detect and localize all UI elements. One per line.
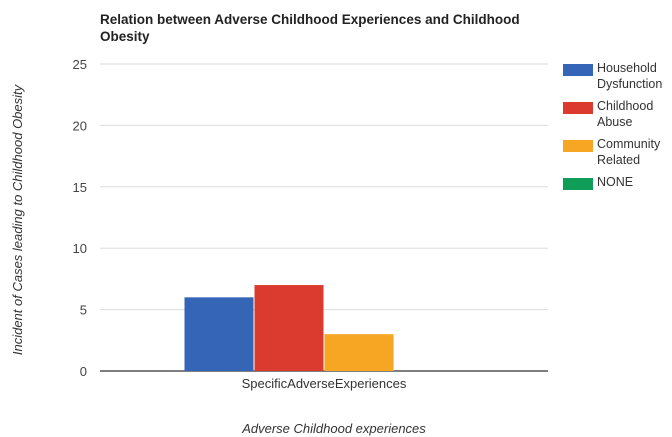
legend-item: Household Dysfunction bbox=[563, 60, 671, 92]
y-tick-label: 5 bbox=[80, 303, 87, 318]
chart-legend: Household Dysfunction Childhood Abuse Comm… bbox=[563, 60, 671, 196]
bar-household-dysfunction bbox=[184, 297, 254, 371]
chart-title: Relation between Adverse Childhood Exper… bbox=[100, 12, 520, 44]
y-axis-title: Incident of Cases leading to Childhood O… bbox=[10, 83, 25, 355]
legend-item: Childhood Abuse bbox=[563, 98, 671, 130]
legend-label: Community Related bbox=[597, 137, 661, 167]
y-tick-label: 10 bbox=[73, 241, 87, 256]
x-tick-label: SpecificAdverseExperiences bbox=[242, 376, 407, 391]
bar-community-related bbox=[324, 334, 394, 371]
legend-item: Community Related bbox=[563, 136, 671, 168]
legend-swatch bbox=[563, 140, 593, 152]
x-axis-title: Adverse Childhood experiences bbox=[241, 421, 426, 436]
y-tick-label: 25 bbox=[73, 57, 87, 72]
legend-label: NONE bbox=[597, 175, 634, 189]
y-tick-label: 20 bbox=[73, 118, 87, 133]
legend-label: Household Dysfunction bbox=[597, 61, 663, 91]
legend-swatch bbox=[563, 64, 593, 76]
legend-item: NONE bbox=[563, 174, 671, 190]
bar-childhood-abuse bbox=[254, 285, 324, 371]
legend-label: Childhood Abuse bbox=[597, 99, 654, 129]
y-tick-label: 15 bbox=[73, 180, 87, 195]
legend-swatch bbox=[563, 102, 593, 114]
legend-swatch bbox=[563, 178, 593, 190]
y-tick-label: 0 bbox=[80, 364, 87, 379]
